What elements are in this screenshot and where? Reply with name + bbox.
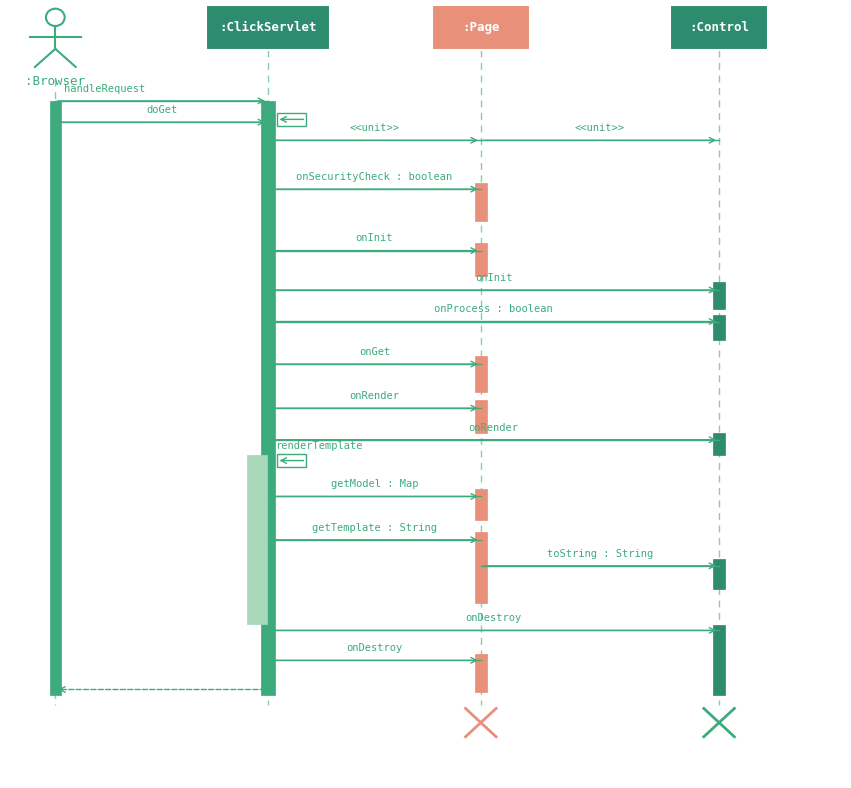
Bar <box>713 559 725 589</box>
Text: getModel : Map: getModel : Map <box>331 479 418 489</box>
Bar <box>713 625 725 695</box>
Text: :ClickServlet: :ClickServlet <box>220 21 317 34</box>
Bar <box>671 5 768 50</box>
Text: onSecurityCheck : boolean: onSecurityCheck : boolean <box>296 172 453 182</box>
Text: onRender: onRender <box>469 422 518 433</box>
Text: <<unit>>: <<unit>> <box>350 123 399 133</box>
Text: handleRequest: handleRequest <box>64 84 145 94</box>
Text: onInit: onInit <box>475 273 512 283</box>
Text: onRender: onRender <box>350 391 399 401</box>
Text: <<unit>>: <<unit>> <box>575 123 625 133</box>
Bar <box>475 243 487 276</box>
Text: onDestroy: onDestroy <box>465 613 522 623</box>
Bar <box>247 455 267 624</box>
Text: onDestroy: onDestroy <box>346 643 403 653</box>
Bar <box>475 183 487 221</box>
Bar <box>713 433 725 455</box>
Text: renderTemplate: renderTemplate <box>275 440 363 451</box>
Bar <box>277 454 306 467</box>
Bar <box>206 5 329 50</box>
Bar <box>475 532 487 603</box>
Bar <box>713 282 725 309</box>
Bar <box>49 101 61 695</box>
Bar <box>277 113 306 126</box>
Text: doGet: doGet <box>146 105 177 115</box>
Bar <box>475 356 487 392</box>
Bar <box>261 101 275 695</box>
Text: onGet: onGet <box>359 347 390 357</box>
Text: :Browser: :Browser <box>26 75 85 87</box>
Text: :Control: :Control <box>689 21 749 34</box>
Bar <box>475 400 487 433</box>
Text: toString : String: toString : String <box>547 548 653 559</box>
Text: getTemplate : String: getTemplate : String <box>312 522 437 533</box>
Bar <box>431 5 529 50</box>
Text: onProcess : boolean: onProcess : boolean <box>434 304 553 314</box>
Bar <box>475 654 487 692</box>
Text: :Page: :Page <box>462 21 500 34</box>
Bar <box>475 489 487 520</box>
Bar <box>713 315 725 340</box>
Text: onInit: onInit <box>356 233 393 243</box>
